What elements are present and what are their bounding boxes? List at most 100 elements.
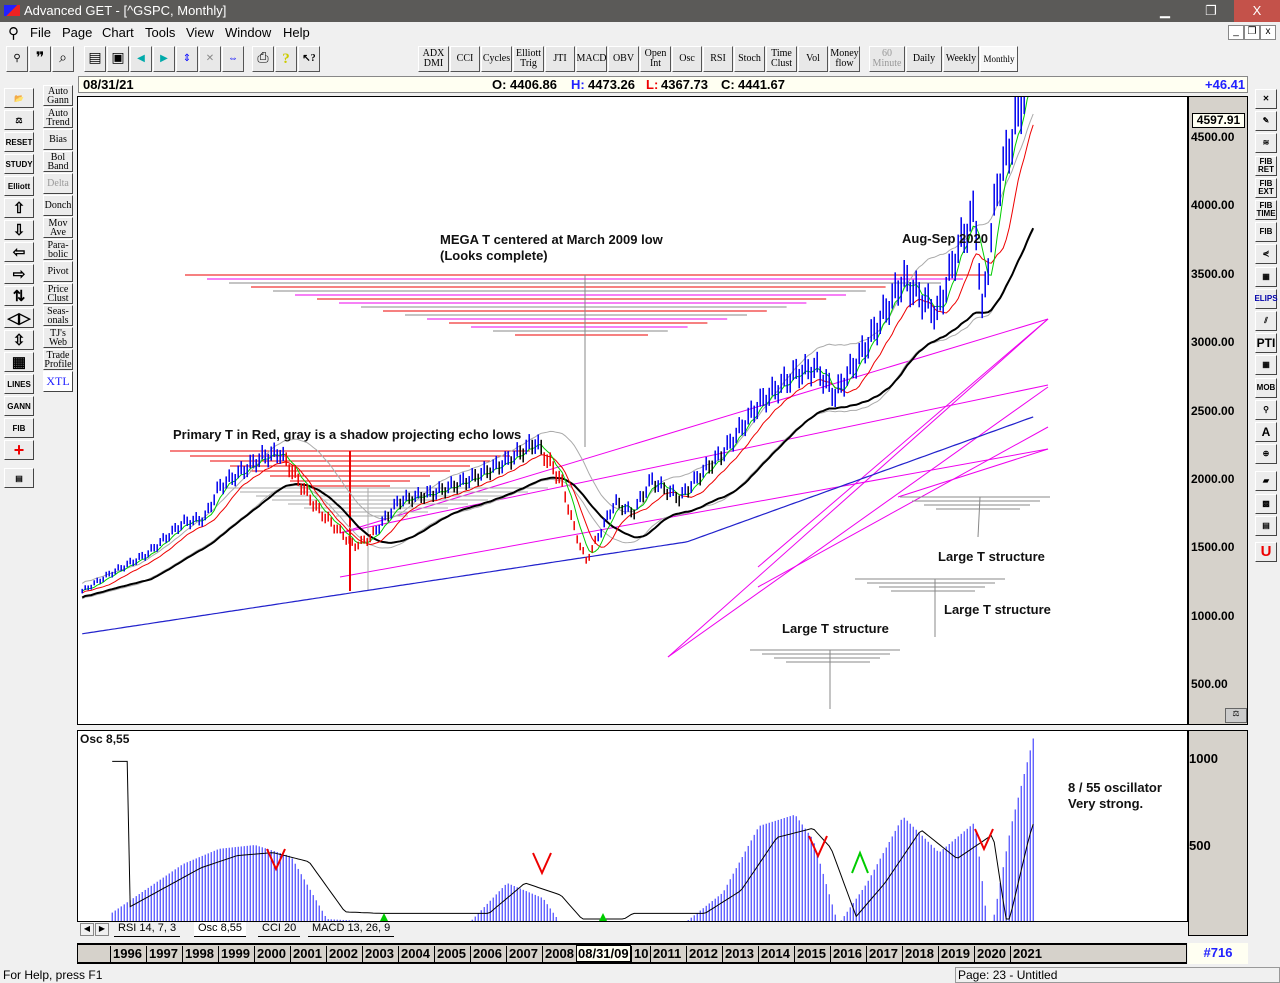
properties-tool-icon[interactable]: ▤ — [4, 468, 34, 488]
pointer-tool-button[interactable]: ⚲ — [6, 46, 28, 72]
tab-scroll-left[interactable]: ◀ — [80, 923, 94, 936]
menu-window[interactable]: Window — [225, 25, 272, 40]
open-tool-icon[interactable]: 📂 — [4, 88, 34, 108]
save-icon[interactable]: ▣ — [107, 46, 129, 72]
eraser-tool-icon[interactable]: ▰ — [1255, 471, 1277, 492]
reset-tool-icon[interactable]: RESET — [4, 132, 34, 152]
study-button-adx-dmi[interactable]: ADX DMI — [418, 46, 449, 72]
study-trade-profile[interactable]: Trade Profile — [43, 349, 73, 370]
menu-file[interactable]: File — [30, 25, 51, 40]
study-button-obv[interactable]: OBV — [608, 46, 639, 72]
price-axis[interactable]: 4597.91 4500.00 4000.00 3500.00 3000.00 2500… — [1188, 96, 1248, 725]
menu-view[interactable]: View — [186, 25, 214, 40]
study-button-vol[interactable]: Vol — [798, 46, 828, 72]
fan-tool-icon[interactable]: ⋞ — [1255, 244, 1277, 265]
crosshair-tool-icon[interactable]: + — [4, 440, 34, 460]
study-tj-s-web[interactable]: TJ's Web — [43, 327, 73, 348]
price-chart[interactable]: MEGA T centered at March 2009 low (Looks… — [77, 96, 1188, 725]
menu-tools[interactable]: Tools — [145, 25, 176, 40]
help-icon[interactable]: ? — [275, 46, 297, 72]
tab-macd[interactable]: MACD 13, 26, 9 — [308, 922, 395, 937]
lines-tool-icon[interactable]: LINES — [4, 374, 34, 394]
study-button-time-clust[interactable]: Time Clust — [766, 46, 797, 72]
scale-icon[interactable]: ⚖ — [1225, 708, 1247, 723]
minimize-button[interactable]: ▁ — [1160, 3, 1170, 18]
right-tool-icon[interactable]: ⇨ — [4, 264, 34, 284]
timeframe-monthly[interactable]: Monthly — [980, 46, 1018, 72]
new-page-icon[interactable]: ▤ — [84, 46, 106, 72]
quote-button[interactable]: ❞ — [29, 46, 51, 72]
channels-tool-icon[interactable]: ⫽ — [1255, 311, 1277, 331]
mdi-minimize-button[interactable]: _ — [1228, 25, 1244, 40]
study-button-rsi[interactable]: RSI — [703, 46, 733, 72]
study-auto-trend[interactable]: Auto Trend — [43, 107, 73, 128]
study-price-clust[interactable]: Price Clust — [43, 283, 73, 304]
layout-icon[interactable]: ⇔ — [222, 46, 244, 72]
balance-tool-icon[interactable]: ⚖ — [4, 110, 34, 130]
menu-help[interactable]: Help — [283, 25, 310, 40]
study-xtl[interactable]: XTL — [43, 371, 73, 392]
menu-page[interactable]: Page — [62, 25, 93, 40]
study-tool-icon[interactable]: STUDY — [4, 154, 34, 174]
tab-rsi[interactable]: RSI 14, 7, 3 — [114, 922, 181, 937]
fib-time-tool-icon[interactable]: FIB TIME — [1255, 200, 1277, 220]
report-tool-icon[interactable]: ▤ — [1255, 515, 1277, 536]
gann-tool-icon[interactable]: GANN — [4, 396, 34, 416]
study-pivot[interactable]: Pivot — [43, 261, 73, 282]
disabled-icon[interactable]: ✕ — [199, 46, 221, 72]
study-button-stoch[interactable]: Stoch — [734, 46, 765, 72]
back-icon[interactable]: ◀ — [130, 46, 152, 72]
study-button-money-flow[interactable]: Money flow — [829, 46, 860, 72]
study-mov-ave[interactable]: Mov Ave — [43, 217, 73, 238]
pti-tool-icon[interactable]: PTI — [1255, 333, 1277, 354]
study-para-bolic[interactable]: Para-bolic — [43, 239, 73, 260]
timeframe-weekly[interactable]: Weekly — [943, 46, 979, 72]
restore-button[interactable]: ❐ — [1205, 3, 1217, 18]
elips-tool-icon[interactable]: ELIPS — [1254, 288, 1278, 309]
time-axis[interactable]: 1996 1997 1998 1999 2000 2001 2002 2003 2004 2005… — [77, 943, 1187, 964]
pattern-tool-icon[interactable]: ▩ — [1255, 493, 1277, 514]
study-donch[interactable]: Donch — [43, 195, 73, 216]
study-auto-gann[interactable]: Auto Gann — [43, 85, 73, 106]
study-button-cycles[interactable]: Cycles — [481, 46, 512, 72]
grid-tool-icon[interactable]: ▦ — [4, 352, 34, 372]
fib-ext-tool-icon[interactable]: FIB EXT — [1255, 177, 1277, 198]
mdi-close-button[interactable]: x — [1260, 25, 1276, 40]
study-button-osc[interactable]: Osc — [672, 46, 702, 72]
forward-icon[interactable]: ▶ — [153, 46, 175, 72]
left-tool-icon[interactable]: ⇦ — [4, 242, 34, 262]
lines-tool-icon[interactable]: ≋ — [1255, 133, 1277, 154]
scroll-icon[interactable]: ⇕ — [176, 46, 198, 72]
timeframe-daily[interactable]: Daily — [906, 46, 942, 72]
oscillator-panel[interactable]: Osc 8,55 8 / 55 oscillator Very strong. — [77, 730, 1188, 922]
menu-chart[interactable]: Chart — [102, 25, 134, 40]
study-button-open-int[interactable]: Open Int — [640, 46, 671, 72]
study-seas-onals[interactable]: Seas-onals — [43, 305, 73, 326]
search-button[interactable]: ⌕ — [52, 46, 74, 72]
fib-tool-icon[interactable]: FIB — [1255, 222, 1277, 243]
magnet-tool-icon[interactable]: U — [1255, 542, 1277, 562]
grid-tool-icon[interactable]: ▦ — [1255, 266, 1277, 287]
fib-ret-tool-icon[interactable]: FIB RET — [1255, 155, 1277, 176]
mob-tool-icon[interactable]: MOB — [1255, 377, 1277, 398]
compress-tool-icon[interactable]: ⇅ — [4, 286, 34, 306]
study-button-jti[interactable]: JTI — [545, 46, 575, 72]
study-button-elliott-trig[interactable]: Elliott Trig — [513, 46, 544, 72]
elliott-tool-icon[interactable]: Elliott — [4, 176, 34, 196]
tab-cci[interactable]: CCI 20 — [258, 922, 301, 937]
study-button-macd[interactable]: MACD — [576, 46, 607, 72]
expand-tool-icon[interactable]: ◁▷ — [4, 308, 34, 328]
study-bol-band[interactable]: Bol Band — [43, 151, 73, 172]
print-icon[interactable]: ⎙ — [252, 46, 274, 72]
mdi-restore-button[interactable]: ❐ — [1244, 25, 1260, 40]
study-button-cci[interactable]: CCI — [450, 46, 480, 72]
fib-tool-icon[interactable]: FIB — [4, 418, 34, 438]
a-tool-icon[interactable]: A — [1255, 422, 1277, 442]
table-tool-icon[interactable]: ▦ — [1255, 355, 1277, 376]
up-tool-icon[interactable]: ⇧ — [4, 198, 34, 218]
pencil-tool-icon[interactable]: ✎ — [1255, 111, 1277, 132]
study-bias[interactable]: Bias — [43, 129, 73, 150]
tab-scroll-right[interactable]: ▶ — [95, 923, 109, 936]
close-button[interactable]: X — [1234, 0, 1280, 22]
close-tool-icon[interactable]: ✕ — [1255, 89, 1277, 109]
